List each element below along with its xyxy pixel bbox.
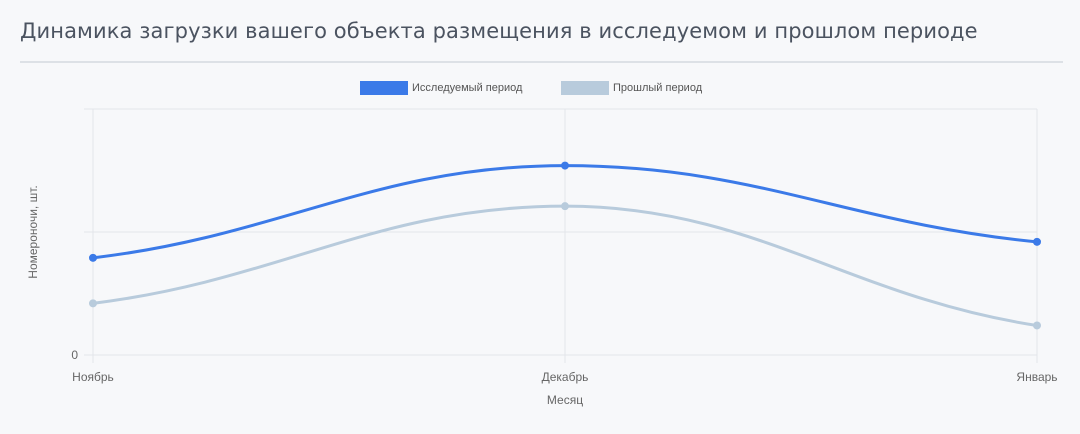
x-axis-title: Месяц <box>547 393 583 407</box>
data-points <box>89 161 1041 330</box>
y-tick-label: 0 <box>71 348 78 362</box>
legend-item-previous[interactable]: Прошлый период <box>561 81 702 95</box>
legend-label-previous: Прошлый период <box>613 82 703 94</box>
x-tick-label: Январь <box>1016 370 1057 384</box>
data-point[interactable] <box>561 161 569 170</box>
x-tick-label: Ноябрь <box>72 370 114 384</box>
data-point[interactable] <box>1033 321 1041 330</box>
data-point[interactable] <box>89 299 97 308</box>
x-axis-ticks: Ноябрь Декабрь Январь <box>72 370 1057 384</box>
x-tick-label: Декабрь <box>542 370 589 384</box>
title-divider <box>20 61 1063 63</box>
legend-label-current: Исследуемый период <box>412 82 523 94</box>
data-point[interactable] <box>1033 237 1041 246</box>
legend-item-current[interactable]: Исследуемый период <box>360 81 522 95</box>
grid-lines <box>84 108 1038 363</box>
legend-swatch-current <box>360 81 408 95</box>
y-axis-title: Номероночи, шт. <box>26 185 40 278</box>
data-point[interactable] <box>89 253 97 262</box>
chart-title: Динамика загрузки вашего объекта размеще… <box>20 19 978 43</box>
legend-swatch-previous <box>561 81 609 95</box>
data-point[interactable] <box>561 202 569 211</box>
